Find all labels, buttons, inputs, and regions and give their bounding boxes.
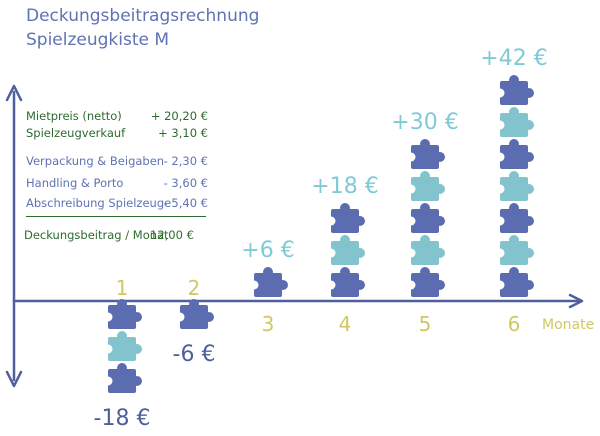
puzzle-piece [495, 235, 534, 265]
bar-5 [406, 139, 445, 297]
puzzle-piece [495, 171, 534, 201]
data-label: -6 € [173, 342, 216, 367]
income-value-rent: + 20,20 € [150, 109, 208, 123]
x-tick-label: 2 [188, 276, 201, 300]
puzzle-piece [103, 299, 142, 329]
y-axis-arrow-up [5, 84, 23, 102]
y-axis-arrow-down [5, 370, 23, 388]
puzzle-piece [406, 203, 445, 233]
puzzle-piece [495, 75, 534, 105]
result-label: Deckungsbeitrag / Monat [24, 228, 169, 242]
cost-label-handling: Handling & Porto [26, 176, 124, 190]
x-axis-title: Monate [542, 317, 594, 333]
puzzle-piece [326, 267, 365, 297]
puzzle-piece [326, 203, 365, 233]
cost-value-packaging: - 2,30 € [163, 154, 208, 168]
puzzle-piece [495, 107, 534, 137]
puzzle-piece [406, 139, 445, 169]
puzzle-piece [103, 363, 142, 393]
puzzle-piece [249, 267, 288, 297]
income-value-toy-sales: + 3,10 € [158, 126, 208, 140]
income-label-toy-sales: Spielzeugverkauf [26, 126, 126, 140]
puzzle-piece [175, 299, 214, 329]
bar-6 [495, 75, 534, 297]
bar-3 [249, 267, 288, 297]
data-label: +6 € [241, 238, 294, 263]
bar-1 [103, 299, 142, 393]
puzzle-piece [103, 331, 142, 361]
chart-subtitle: Spielzeugkiste M [26, 30, 170, 50]
sum-divider [26, 216, 206, 217]
result-value: 12,00 € [150, 228, 194, 242]
x-tick-label: 1 [116, 276, 129, 300]
puzzle-piece [495, 267, 534, 297]
x-tick-label: 4 [339, 312, 352, 336]
puzzle-piece [406, 267, 445, 297]
data-label: +42 € [480, 46, 547, 71]
chart-title: Deckungsbeitragsrechnung [26, 6, 260, 26]
puzzle-piece [406, 235, 445, 265]
puzzle-piece [495, 203, 534, 233]
x-tick-label: 3 [262, 312, 275, 336]
data-label: +30 € [391, 110, 458, 135]
puzzle-piece [406, 171, 445, 201]
x-axis-arrow [568, 293, 584, 309]
data-label: +18 € [311, 174, 378, 199]
bar-2 [175, 299, 214, 329]
x-tick-label: 5 [419, 312, 432, 336]
bar-4 [326, 203, 365, 297]
x-tick-label: 6 [508, 312, 521, 336]
cost-label-depreciation: Abschreibung Spielzeuge [26, 196, 172, 210]
income-label-rent: Mietpreis (netto) [26, 109, 122, 123]
cost-value-depreciation: - 5,40 € [163, 196, 208, 210]
puzzle-piece [326, 235, 365, 265]
cost-label-packaging: Verpackung & Beigaben [26, 154, 165, 168]
puzzle-piece [495, 139, 534, 169]
data-label: -18 € [94, 406, 151, 431]
cost-value-handling: - 3,60 € [163, 176, 208, 190]
